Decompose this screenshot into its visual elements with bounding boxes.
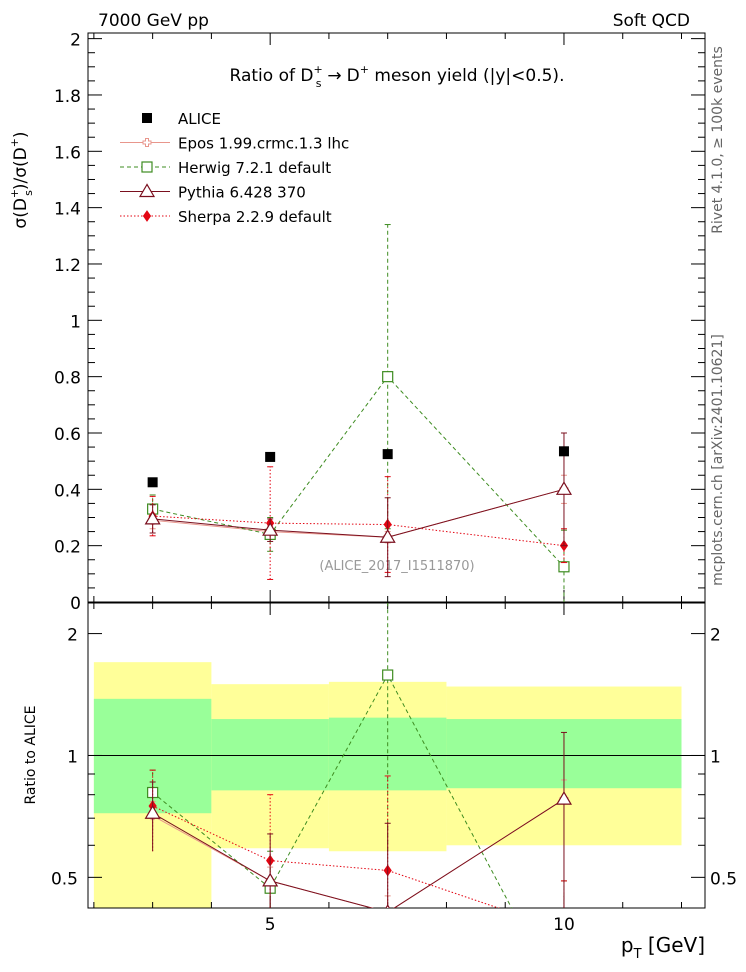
pythia-point <box>379 529 396 543</box>
herwig-point <box>558 561 570 573</box>
mcplots-label: mcplots.cern.ch [arXiv:2401.10621] <box>710 334 726 586</box>
alice-point <box>382 449 393 460</box>
analysis-id-label: (ALICE_2017_I1511870) <box>319 559 474 574</box>
y-tick-label-2: 2 <box>70 31 81 51</box>
y-tick-label-1.6: 1.6 <box>54 143 81 163</box>
y-tick-label-1.4: 1.4 <box>54 200 81 220</box>
legend: ALICE Epos 1.99.crmc.1.3 lhc Herwig 7.2.1 … <box>120 110 349 226</box>
x-axis-label: pT [GeV] <box>621 933 705 962</box>
ratio-tick-label-left-1: 1 <box>67 747 78 767</box>
legend-alice-label: ALICE <box>178 110 221 128</box>
ratio-tick-label-right-1: 1 <box>710 747 721 767</box>
legend-sherpa-label: Sherpa 2.2.9 default <box>178 208 332 226</box>
alice-point <box>558 446 569 457</box>
sherpa-line <box>152 515 565 547</box>
ratio-plot-series <box>144 603 573 908</box>
herwig-point <box>382 371 394 383</box>
herwig-ratio-line <box>152 673 513 908</box>
rivet-label: Rivet 4.1.0, ≥ 100k events <box>710 46 726 234</box>
legend-epos-label: Epos 1.99.crmc.1.3 lhc <box>178 135 349 153</box>
main-plot-series <box>144 224 573 602</box>
ratio-tick-label-left-2: 2 <box>67 626 78 646</box>
legend-alice-marker <box>142 113 152 123</box>
pythia-ratio-point <box>385 904 390 908</box>
alice-point <box>265 451 276 462</box>
header-category: Soft QCD <box>613 11 690 31</box>
y-tick-label-0.4: 0.4 <box>54 481 81 501</box>
pythia-ratio-point <box>144 805 161 819</box>
y-tick-label-0.2: 0.2 <box>54 538 81 558</box>
epos-ratio-point <box>385 907 390 908</box>
legend-herwig-marker <box>141 161 153 173</box>
y-tick-label-0.6: 0.6 <box>54 425 81 445</box>
inner-band-1 <box>211 719 329 791</box>
y-tick-label-1.8: 1.8 <box>54 87 81 107</box>
herwig-ratio-point <box>382 669 394 681</box>
pythia-ratio-point <box>262 872 279 887</box>
ratio-tick-label-right-0.5: 0.5 <box>710 869 737 889</box>
legend-pythia-label: Pythia 6.428 370 <box>178 184 306 202</box>
ratio-tick-label-left-0.5: 0.5 <box>51 869 78 889</box>
y-tick-label-1: 1 <box>70 312 81 332</box>
top-plot-frame <box>87 32 706 603</box>
chart-title: Ratio of D+ s → D+ meson yield (|y|<0.5). <box>230 63 565 90</box>
uncertainty-bands <box>88 662 705 908</box>
header-energy: 7000 GeV pp <box>98 11 209 31</box>
y-axis-label: σ(D+s)/σ(D+) <box>8 131 35 228</box>
pythia-point <box>144 510 161 525</box>
ratio-axis-label: Ratio to ALICE <box>23 705 39 804</box>
pythia-point <box>262 521 279 536</box>
pythia-ratio-line <box>152 798 565 908</box>
pythia-line <box>152 488 565 538</box>
x-tick-label-10: 10 <box>553 915 575 935</box>
epos-line <box>152 488 565 538</box>
legend-sherpa-marker <box>142 210 152 222</box>
pythia-ratio-point <box>555 790 573 805</box>
ratio-tick-label-right-2: 2 <box>710 626 721 646</box>
herwig-line <box>152 375 565 568</box>
axis-ticks: 5 10 0 0.2 0.4 0.6 0.8 1 1.2 1.4 1.6 1.8 2 0.5 0.5 1 1 2 2 <box>51 31 737 935</box>
y-tick-label-1.2: 1.2 <box>54 256 81 276</box>
legend-herwig-label: Herwig 7.2.1 default <box>178 159 331 177</box>
legend-pythia-marker <box>138 183 156 198</box>
y-tick-label-0: 0 <box>70 594 81 614</box>
sherpa-ratio-line <box>152 805 500 908</box>
alice-point <box>147 477 158 488</box>
pythia-point <box>555 481 573 495</box>
y-tick-label-0.8: 0.8 <box>54 369 81 389</box>
legend-epos-marker <box>142 138 152 147</box>
x-tick-label-5: 5 <box>265 915 276 935</box>
